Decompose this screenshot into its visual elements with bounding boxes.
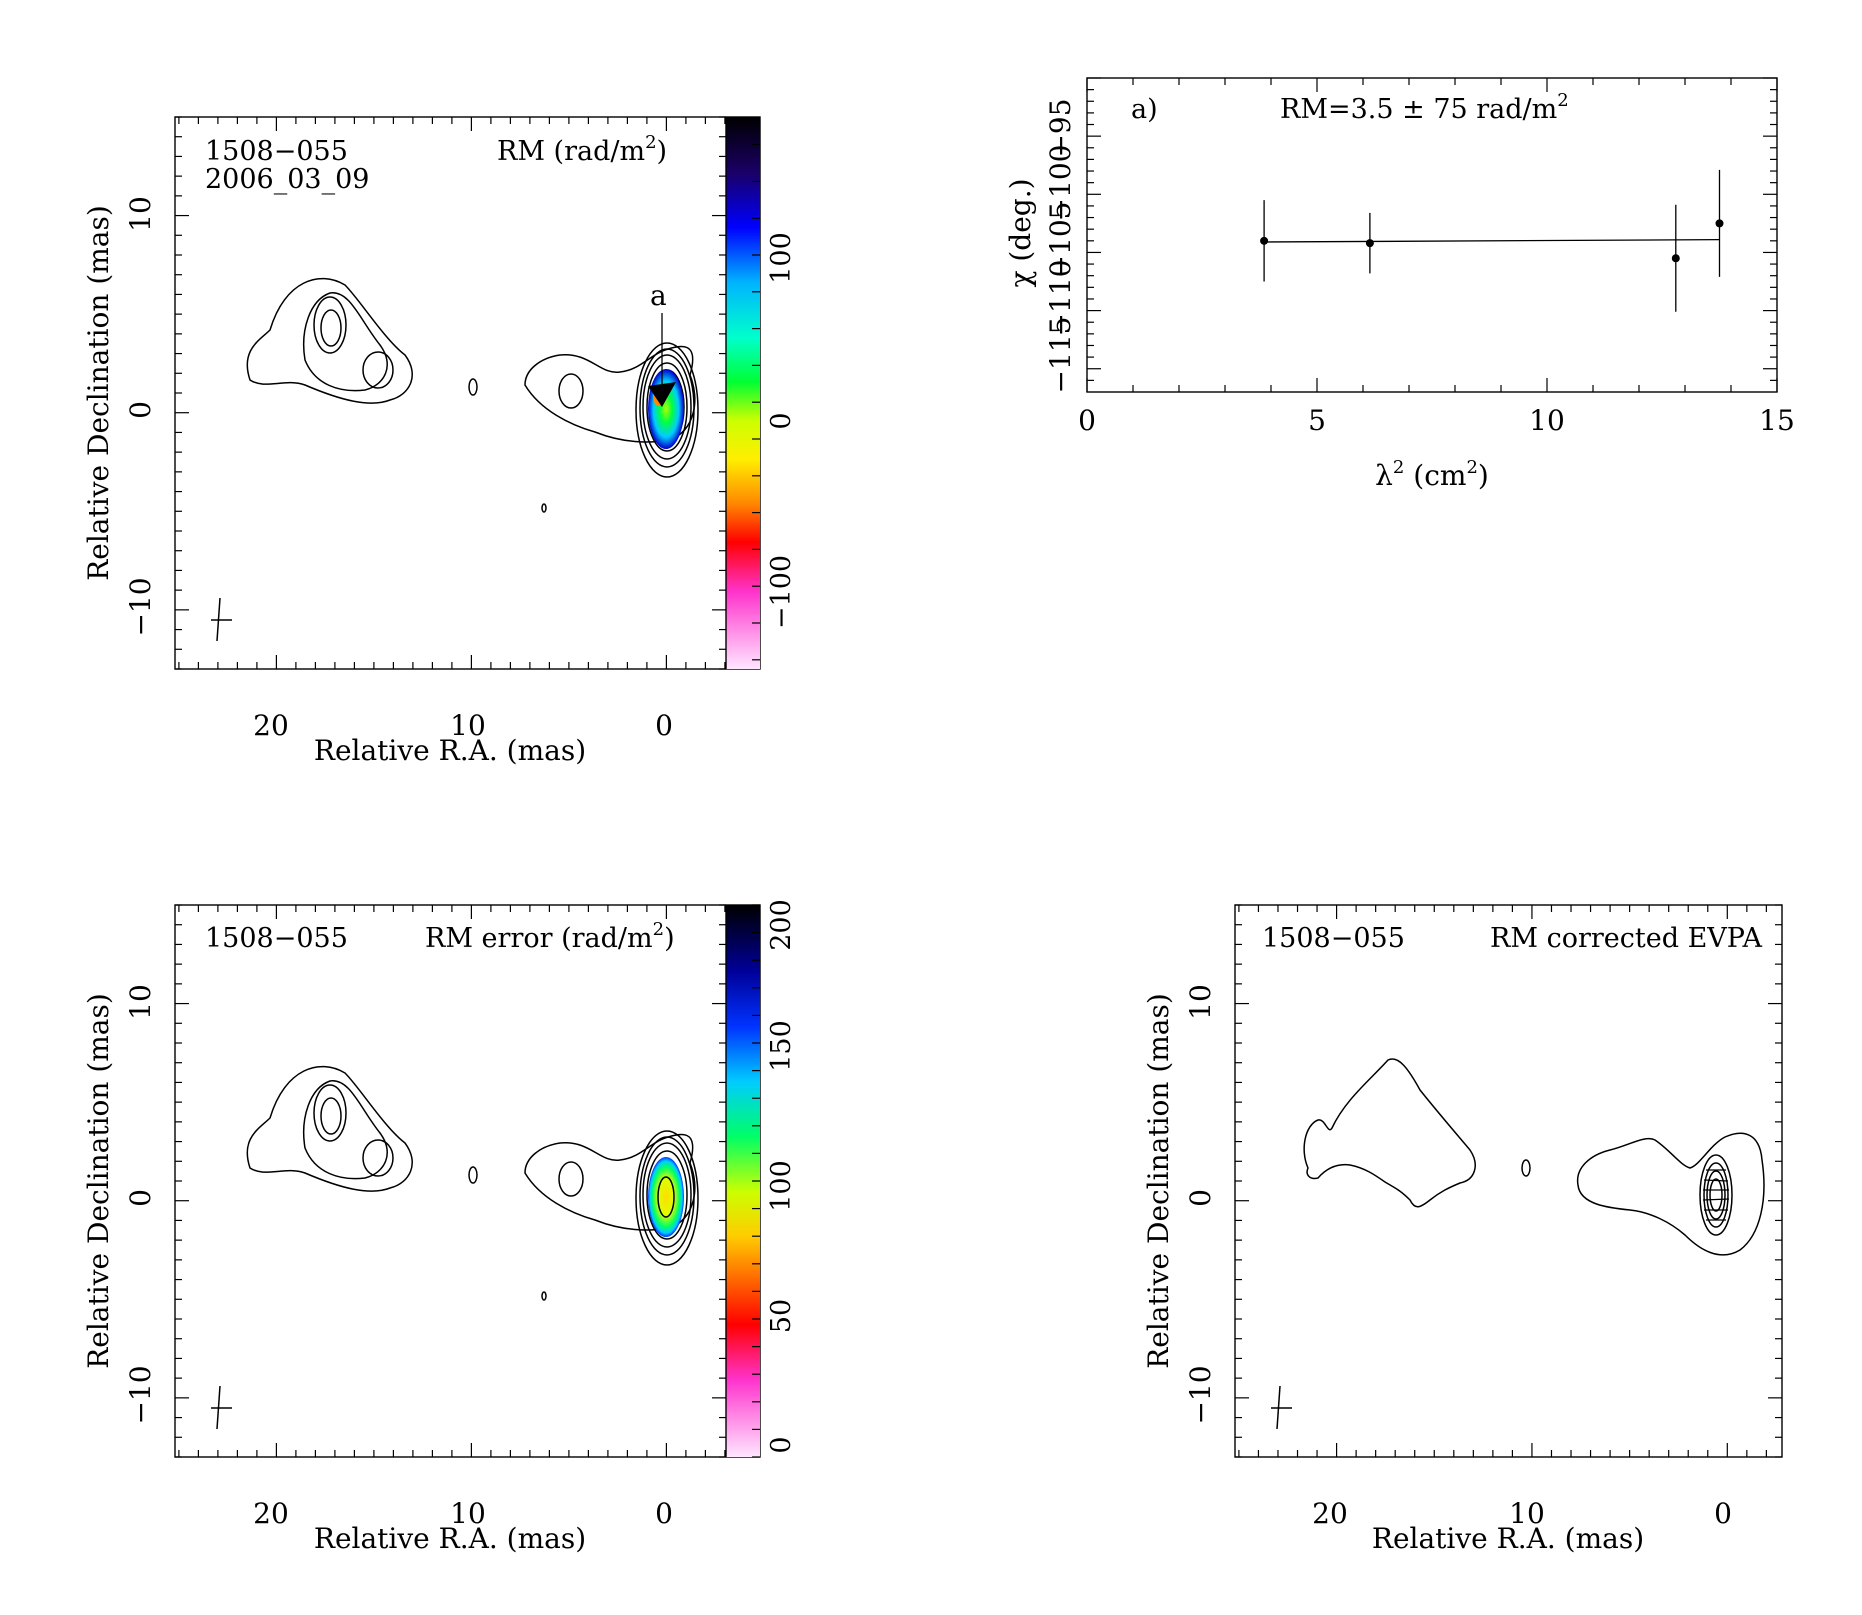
evpa-ylabel: Relative Declination (mas) xyxy=(1142,993,1175,1369)
rm-colorbar xyxy=(726,117,760,669)
fit-ylabel: χ (deg.) xyxy=(1004,178,1037,287)
fit-line xyxy=(1264,239,1720,243)
data-point xyxy=(1671,254,1680,263)
rm-source-label: 1508−055 xyxy=(205,136,348,167)
err-xlabel: Relative R.A. (mas) xyxy=(314,1522,586,1555)
evpa-ytick-0: 0 xyxy=(1184,1189,1217,1207)
rm-epoch-label: 2006_03_09 xyxy=(205,164,369,195)
err-ytick-0: 0 xyxy=(124,1189,157,1207)
rm-ylabel: Relative Declination (mas) xyxy=(82,205,115,581)
err-cbar-tick-100: 100 xyxy=(766,1160,797,1212)
fit-ytick-m115: −115 xyxy=(1044,317,1077,394)
err-ytick-m10: −10 xyxy=(124,1365,157,1424)
rm-error-ticks xyxy=(175,904,760,1458)
rm-xtick-10: 10 xyxy=(450,709,486,742)
rm-xtick-20: 20 xyxy=(253,709,289,742)
err-ytick-10: 10 xyxy=(124,984,157,1020)
fit-ytick-m110: −110 xyxy=(1044,260,1077,337)
fit-xtick-10: 10 xyxy=(1529,404,1565,437)
rm-ytick-m10: −10 xyxy=(124,577,157,636)
fit-xtick-15: 15 xyxy=(1759,404,1795,437)
evpa-xtick-0: 0 xyxy=(1714,1497,1732,1530)
rm-fit-frame xyxy=(1086,77,1778,393)
err-cbar-tick-200: 200 xyxy=(766,899,797,951)
evpa-ytick-10: 10 xyxy=(1184,984,1217,1020)
beam-icon xyxy=(211,1385,232,1430)
rm-cbar-tick-m100: −100 xyxy=(766,555,797,629)
evpa-map-panel: 1508−055 RM corrected EVPA 20 10 0 10 0 … xyxy=(1142,904,1783,1555)
evpa-xlabel: Relative R.A. (mas) xyxy=(1372,1522,1644,1555)
evpa-map-title: RM corrected EVPA xyxy=(1490,923,1762,954)
rm-ytick-0: 0 xyxy=(124,401,157,419)
err-ylabel: Relative Declination (mas) xyxy=(82,993,115,1369)
rm-cbar-tick-0: 0 xyxy=(766,412,797,429)
rm-map-title: RM (rad/m2) xyxy=(497,132,667,167)
beam-icon xyxy=(1271,1385,1292,1430)
evpa-ticks xyxy=(1235,904,1782,1458)
data-point xyxy=(1365,239,1374,248)
err-cbar-tick-0: 0 xyxy=(766,1436,797,1453)
marker-a-arrow xyxy=(648,382,676,407)
err-xtick-20: 20 xyxy=(253,1497,289,1530)
evpa-xtick-20: 20 xyxy=(1312,1497,1348,1530)
rm-error-core-emission xyxy=(648,1157,684,1237)
fit-ytick-m95: −95 xyxy=(1044,98,1077,157)
err-xtick-10: 10 xyxy=(450,1497,486,1530)
fit-ticks xyxy=(1086,77,1778,392)
evpa-vectors xyxy=(1702,1169,1730,1221)
evpa-contours xyxy=(1303,1058,1765,1256)
fit-ytick-m105: −105 xyxy=(1044,202,1077,279)
err-cbar-tick-50: 50 xyxy=(766,1299,797,1333)
rm-cbar-tick-100: 100 xyxy=(766,232,797,284)
rm-ticks xyxy=(175,116,760,670)
fit-xtick-5: 5 xyxy=(1308,404,1326,437)
err-xtick-0: 0 xyxy=(655,1497,673,1530)
err-map-title: RM error (rad/m2) xyxy=(425,919,675,954)
rm-error-map-panel: 1508−055 RM error (rad/m2) 20 10 0 10 0 … xyxy=(82,899,797,1555)
rm-core-emission xyxy=(648,369,684,449)
rm-map-panel: a 1508−055 2006_03_09 RM (rad/m2) 20 10 … xyxy=(82,116,797,767)
fit-annotation: RM=3.5 ± 75 rad/m2 xyxy=(1280,90,1569,125)
rm-fit-panel: a) RM=3.5 ± 75 rad/m2 0 5 10 15 −115 −11… xyxy=(1004,77,1795,492)
beam-icon xyxy=(211,597,232,642)
fit-xtick-0: 0 xyxy=(1078,404,1096,437)
fit-plot-area xyxy=(1260,169,1724,312)
evpa-map-frame xyxy=(1234,904,1783,1458)
marker-a-label: a xyxy=(650,279,667,312)
rm-ytick-10: 10 xyxy=(124,196,157,232)
evpa-ytick-m10: −10 xyxy=(1184,1365,1217,1424)
err-source-label: 1508−055 xyxy=(205,923,348,954)
fit-xlabel: λ2 (cm2) xyxy=(1375,457,1489,492)
fit-ytick-m100: −100 xyxy=(1044,145,1077,222)
rm-xtick-0: 0 xyxy=(655,709,673,742)
rm-xlabel: Relative R.A. (mas) xyxy=(314,734,586,767)
evpa-xtick-10: 10 xyxy=(1509,1497,1545,1530)
rm-contours xyxy=(246,277,699,513)
data-point xyxy=(1715,219,1724,228)
fit-panel-label: a) xyxy=(1131,94,1158,125)
rm-error-contours xyxy=(246,1065,699,1301)
err-cbar-tick-150: 150 xyxy=(766,1020,797,1072)
evpa-source-label: 1508−055 xyxy=(1262,923,1405,954)
data-point xyxy=(1260,236,1269,245)
